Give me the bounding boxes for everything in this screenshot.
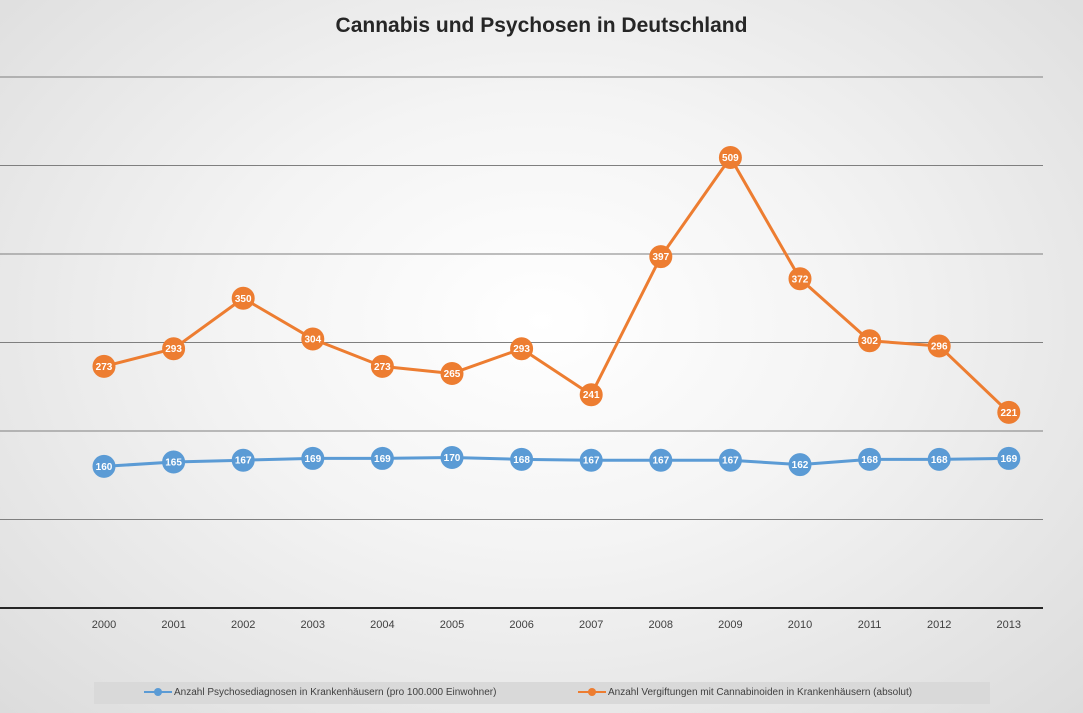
data-label: 293 <box>165 344 182 355</box>
data-label: 167 <box>722 456 739 467</box>
x-tick-label: 2012 <box>927 619 951 631</box>
x-tick-label: 2002 <box>231 619 255 631</box>
x-tick-label: 2013 <box>997 619 1021 631</box>
data-point <box>301 446 325 470</box>
x-tick-label: 2011 <box>858 619 882 631</box>
data-label: 241 <box>583 390 600 401</box>
data-label: 302 <box>861 336 878 347</box>
data-point <box>231 286 255 310</box>
legend-item-vergiftungen: Anzahl Vergiftungen mit Cannabinoiden in… <box>578 686 912 698</box>
data-point <box>579 448 603 472</box>
data-label: 168 <box>861 455 878 466</box>
data-label: 162 <box>792 460 809 471</box>
data-label: 170 <box>444 453 461 464</box>
data-label: 168 <box>513 455 530 466</box>
data-point <box>162 450 186 474</box>
legend-marker-orange <box>578 686 606 698</box>
data-point <box>370 354 394 378</box>
data-label: 265 <box>444 369 461 380</box>
data-label: 169 <box>304 454 321 465</box>
x-tick-label: 2000 <box>92 619 116 631</box>
series-line-1 <box>103 156 1010 414</box>
data-point <box>579 383 603 407</box>
data-label: 168 <box>931 455 948 466</box>
data-point <box>858 329 882 353</box>
data-label: 273 <box>96 362 113 373</box>
data-point <box>370 446 394 470</box>
data-label: 296 <box>931 342 948 353</box>
x-tick-label: 2003 <box>301 619 325 631</box>
data-label: 167 <box>583 456 600 467</box>
data-point <box>788 267 812 291</box>
data-point <box>997 400 1021 424</box>
data-label: 273 <box>374 362 391 373</box>
x-tick-label: 2001 <box>161 619 185 631</box>
data-label: 509 <box>722 153 739 164</box>
data-point <box>162 337 186 361</box>
data-label: 293 <box>513 344 530 355</box>
data-label: 169 <box>1000 454 1017 465</box>
data-label: 165 <box>165 457 182 468</box>
data-point <box>997 446 1021 470</box>
x-tick-label: 2008 <box>649 619 673 631</box>
data-label: 304 <box>304 334 321 345</box>
data-point <box>788 453 812 477</box>
data-point <box>440 446 464 470</box>
data-label: 160 <box>96 462 113 473</box>
data-point <box>92 454 116 478</box>
legend-marker-blue <box>144 686 172 698</box>
data-point <box>649 245 673 269</box>
x-tick-label: 2005 <box>440 619 464 631</box>
data-point <box>927 447 951 471</box>
data-point <box>718 146 742 170</box>
legend-item-psychose: Anzahl Psychosediagnosen in Krankenhäuse… <box>144 686 496 698</box>
data-point <box>510 337 534 361</box>
data-point <box>858 447 882 471</box>
data-point <box>231 448 255 472</box>
data-label: 350 <box>235 294 252 305</box>
data-point <box>301 327 325 351</box>
legend-label-psychose: Anzahl Psychosediagnosen in Krankenhäuse… <box>174 686 497 698</box>
x-tick-label: 2010 <box>788 619 812 631</box>
chart-title: Cannabis und Psychosen in Deutschland <box>335 14 748 37</box>
data-label: 169 <box>374 454 391 465</box>
legend: Anzahl Psychosediagnosen in Krankenhäuse… <box>94 682 990 704</box>
data-point <box>510 447 534 471</box>
data-point <box>718 448 742 472</box>
data-label: 167 <box>235 456 252 467</box>
data-label: 397 <box>652 252 669 263</box>
data-label: 167 <box>652 456 669 467</box>
series-line-0 <box>103 456 1009 468</box>
data-label: 372 <box>792 274 809 285</box>
data-point <box>649 448 673 472</box>
x-tick-label: 2004 <box>370 619 394 631</box>
x-tick-label: 2007 <box>579 619 603 631</box>
x-tick-label: 2006 <box>509 619 533 631</box>
data-point <box>92 354 116 378</box>
data-point <box>440 361 464 385</box>
legend-label-vergiftungen: Anzahl Vergiftungen mit Cannabinoiden in… <box>608 686 913 698</box>
data-point <box>927 334 951 358</box>
x-tick-label: 2009 <box>718 619 742 631</box>
data-label: 221 <box>1000 408 1017 419</box>
